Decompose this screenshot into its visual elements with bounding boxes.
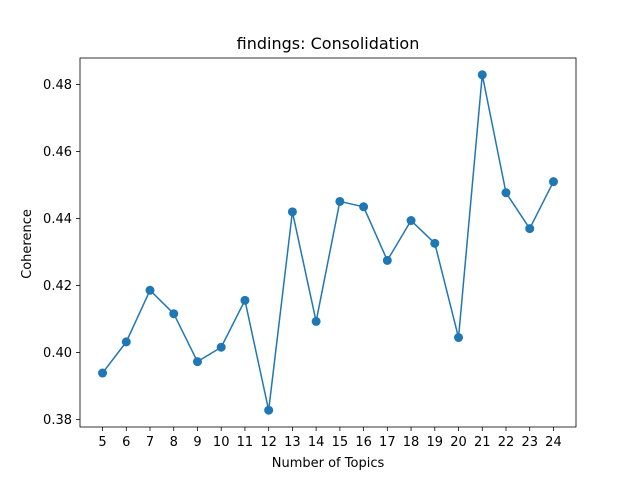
- x-tick-label: 7: [146, 435, 154, 450]
- data-point: [311, 316, 321, 326]
- data-point: [335, 196, 345, 206]
- x-tick-label: 8: [170, 435, 178, 450]
- x-tick-label: 18: [403, 435, 420, 450]
- x-tick-label: 9: [193, 435, 201, 450]
- data-point: [287, 207, 297, 217]
- data-point: [548, 177, 558, 187]
- x-tick-label: 16: [355, 435, 372, 450]
- chart-title: findings: Consolidation: [237, 34, 420, 53]
- x-tick-label: 5: [98, 435, 106, 450]
- series-line: [101, 74, 555, 411]
- x-tick-label: 22: [498, 435, 515, 450]
- data-point: [169, 309, 179, 319]
- y-tick-label: 0.40: [43, 346, 72, 361]
- x-tick-label: 23: [521, 435, 538, 450]
- data-point: [525, 224, 535, 234]
- data-point: [192, 357, 202, 367]
- data-point: [264, 405, 274, 415]
- data-point: [359, 202, 369, 212]
- data-point: [145, 285, 155, 295]
- x-tick-label: 24: [545, 435, 562, 450]
- x-tick-label: 15: [332, 435, 349, 450]
- x-axis-label: Number of Topics: [272, 456, 385, 471]
- data-point: [430, 238, 440, 248]
- data-point: [98, 368, 108, 378]
- x-tick-label: 6: [122, 435, 130, 450]
- x-tick-label: 13: [284, 435, 301, 450]
- data-point: [216, 342, 226, 352]
- y-tick-label: 0.44: [43, 212, 72, 227]
- data-point: [382, 255, 392, 265]
- x-tick-label: 11: [237, 435, 254, 450]
- x-tick-label: 19: [427, 435, 444, 450]
- plot-area: 0.38 0.40 0.42 0.44 0.46 0.48 5 6 7 8 9 10 11 12 13 14 1…: [43, 57, 577, 450]
- x-tick-label: 21: [474, 435, 491, 450]
- y-axis-label: Coherence: [20, 209, 35, 279]
- plot-frame: [79, 57, 577, 428]
- x-tick-label: 10: [213, 435, 230, 450]
- x-tick-label: 20: [450, 435, 467, 450]
- y-tick-label: 0.42: [43, 279, 72, 294]
- data-point: [121, 337, 131, 347]
- y-tick-label: 0.38: [43, 413, 72, 428]
- y-tick-label: 0.48: [43, 78, 72, 93]
- data-point: [454, 333, 464, 343]
- data-point: [501, 188, 511, 198]
- y-tick-label: 0.46: [43, 145, 72, 160]
- x-tick-label: 12: [260, 435, 277, 450]
- data-point: [406, 216, 416, 226]
- x-tick-label: 14: [308, 435, 325, 450]
- data-point: [477, 70, 487, 80]
- x-tick-label: 17: [379, 435, 396, 450]
- data-point: [240, 295, 250, 305]
